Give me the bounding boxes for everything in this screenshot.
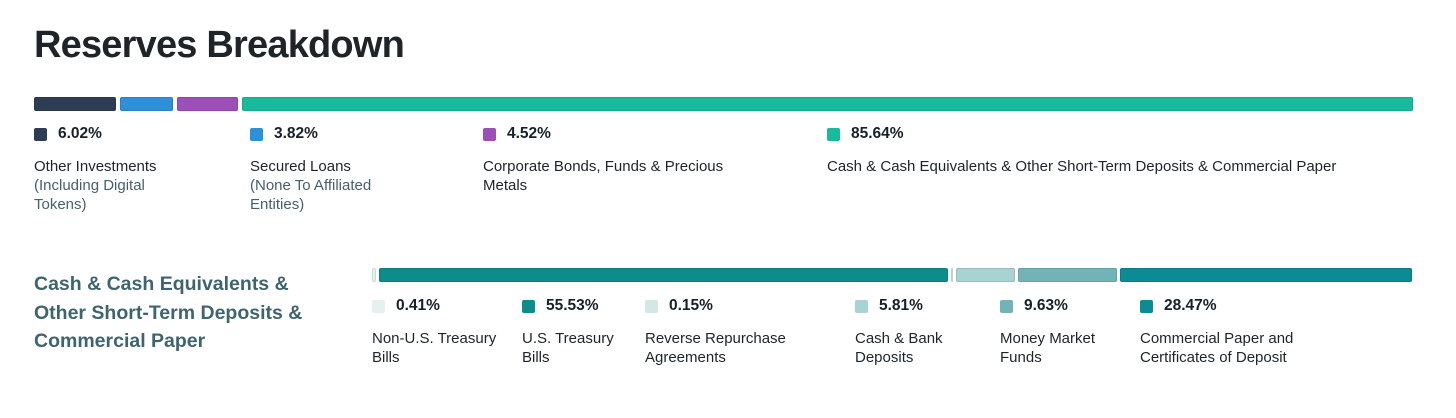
legend-label-primary: Cash & Bank Deposits <box>855 330 943 366</box>
legend-label-primary: Corporate Bonds, Funds & Precious Metals <box>483 158 724 194</box>
bar-segment <box>242 97 1413 111</box>
legend-swatch <box>827 127 840 141</box>
legend-label-primary: U.S. Treasury Bills <box>522 330 614 366</box>
legend-percent: 85.64% <box>851 125 904 142</box>
legend-swatch <box>372 299 385 313</box>
legend-percent: 0.41% <box>396 297 440 314</box>
bar-segment <box>1018 268 1118 282</box>
legend-label-primary: Reverse Repurchase Agreements <box>645 330 786 366</box>
legend-label: Cash & Cash Equivalents & Other Short-Te… <box>827 157 1359 176</box>
legend-item-secured-loans: 3.82% Secured Loans (None To Affiliated … <box>250 125 418 214</box>
bar-segment <box>955 268 1016 282</box>
legend-percent: 3.82% <box>274 125 318 142</box>
legend-swatch <box>522 299 535 313</box>
reserves-stacked-bar <box>34 97 1413 111</box>
legend-percent: 55.53% <box>546 297 599 314</box>
legend-item-us-treasury-bills: 55.53% U.S. Treasury Bills <box>522 297 617 367</box>
legend-percent: 0.15% <box>669 297 713 314</box>
legend-label-primary: Secured Loans <box>250 158 351 175</box>
bar-segment <box>372 268 377 282</box>
legend-label-secondary: (None To Affiliated Entities) <box>250 177 372 213</box>
legend-label: Cash & Bank Deposits <box>855 329 971 367</box>
legend-percent: 28.47% <box>1164 297 1217 314</box>
legend-label: Non-U.S. Treasury Bills <box>372 329 502 367</box>
legend-percent: 4.52% <box>507 125 551 142</box>
legend-item-reverse-repurchase: 0.15% Reverse Repurchase Agreements <box>645 297 823 367</box>
legend-swatch <box>1140 299 1153 313</box>
page-title: Reserves Breakdown <box>34 24 405 66</box>
legend-label-primary: Other Investments <box>34 158 157 175</box>
legend-label: Money Market Funds <box>1000 329 1122 367</box>
legend-item-cash-equivalents: 85.64% Cash & Cash Equivalents & Other S… <box>827 125 1359 176</box>
legend-percent: 5.81% <box>879 297 923 314</box>
legend-item-money-market-funds: 9.63% Money Market Funds <box>1000 297 1122 367</box>
bar-segment <box>120 97 173 111</box>
legend-item-commercial-paper: 28.47% Commercial Paper and Certificates… <box>1140 297 1338 367</box>
bar-segment <box>951 268 953 282</box>
legend-label: Commercial Paper and Certificates of Dep… <box>1140 329 1338 367</box>
legend-label: Reverse Repurchase Agreements <box>645 329 823 367</box>
legend-label: Secured Loans (None To Affiliated Entiti… <box>250 157 418 214</box>
bar-segment <box>1120 268 1412 282</box>
bar-segment <box>34 97 117 111</box>
legend-swatch <box>34 127 47 141</box>
bar-segment <box>379 268 949 282</box>
legend-label-primary: Non-U.S. Treasury Bills <box>372 330 497 366</box>
legend-item-corporate-bonds: 4.52% Corporate Bonds, Funds & Precious … <box>483 125 763 195</box>
legend-label-primary: Commercial Paper and Certificates of Dep… <box>1140 330 1294 366</box>
cash-stacked-bar <box>372 268 1412 282</box>
legend-item-non-us-treasury-bills: 0.41% Non-U.S. Treasury Bills <box>372 297 502 367</box>
legend-swatch <box>855 299 868 313</box>
bar-segment <box>176 97 239 111</box>
legend-label: Other Investments (Including Digital Tok… <box>34 157 194 214</box>
legend-swatch <box>1000 299 1013 313</box>
legend-item-other-investments: 6.02% Other Investments (Including Digit… <box>34 125 194 214</box>
legend-percent: 9.63% <box>1024 297 1068 314</box>
legend-label: U.S. Treasury Bills <box>522 329 617 367</box>
legend-percent: 6.02% <box>58 125 102 142</box>
legend-swatch <box>645 299 658 313</box>
cash-section-heading: Cash & Cash Equivalents & Other Short-Te… <box>34 273 303 352</box>
legend-swatch <box>483 127 496 141</box>
legend-label-primary: Money Market Funds <box>1000 330 1096 366</box>
legend-item-cash-bank-deposits: 5.81% Cash & Bank Deposits <box>855 297 971 367</box>
legend-label: Corporate Bonds, Funds & Precious Metals <box>483 157 763 195</box>
legend-swatch <box>250 127 263 141</box>
legend-label-primary: Cash & Cash Equivalents & Other Short-Te… <box>827 158 1337 175</box>
legend-label-secondary: (Including Digital Tokens) <box>34 177 145 213</box>
